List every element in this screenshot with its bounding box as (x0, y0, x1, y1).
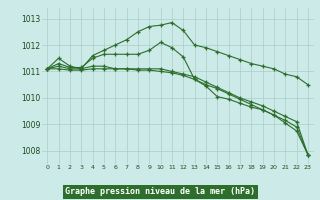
Text: Graphe pression niveau de la mer (hPa): Graphe pression niveau de la mer (hPa) (65, 187, 255, 196)
